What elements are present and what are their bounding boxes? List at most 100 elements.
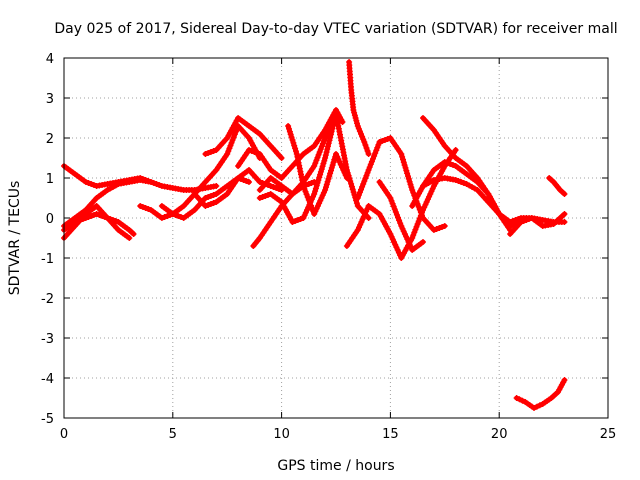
- y-tick-label: -1: [41, 252, 54, 267]
- data-point: [130, 231, 137, 237]
- data-point: [302, 209, 309, 216]
- data-point: [391, 206, 398, 213]
- data-point: [423, 199, 430, 205]
- data-point: [325, 140, 332, 147]
- y-tick-label: -5: [41, 412, 54, 427]
- data-point: [361, 139, 368, 145]
- data-point: [359, 183, 366, 190]
- data-point: [293, 148, 299, 155]
- series-pass-d: [61, 211, 137, 237]
- data-point: [207, 201, 214, 207]
- data-point: [85, 214, 92, 220]
- data-point: [312, 188, 319, 195]
- data-point: [104, 215, 111, 221]
- data-point: [317, 197, 324, 204]
- data-point: [313, 182, 320, 189]
- data-point: [441, 159, 448, 165]
- data-point: [340, 167, 347, 173]
- data-point: [142, 205, 149, 211]
- data-point: [301, 185, 308, 192]
- data-point: [308, 202, 314, 209]
- data-point: [318, 143, 325, 150]
- data-point: [414, 221, 421, 227]
- data-point: [231, 131, 238, 138]
- data-point: [324, 178, 331, 185]
- data-point: [319, 140, 326, 147]
- data-point: [430, 227, 437, 233]
- x-tick-label: 5: [169, 427, 177, 442]
- data-point: [289, 219, 296, 225]
- data-point: [398, 223, 405, 229]
- data-point: [161, 214, 168, 220]
- data-point: [80, 216, 86, 222]
- data-point: [518, 219, 524, 225]
- data-point: [82, 215, 89, 221]
- data-point: [286, 125, 292, 132]
- data-point: [323, 181, 330, 188]
- data-point: [350, 189, 357, 196]
- data-point: [213, 183, 220, 189]
- data-point: [317, 168, 324, 175]
- data-point: [303, 191, 310, 198]
- data-point: [356, 128, 363, 135]
- data-point: [371, 153, 378, 159]
- data-point: [323, 184, 329, 191]
- data-point: [405, 239, 412, 245]
- data-point: [148, 179, 154, 185]
- data-point: [409, 187, 416, 193]
- y-tick-label: -3: [41, 332, 54, 347]
- series-pass-v: [546, 175, 568, 197]
- data-point: [259, 194, 266, 200]
- data-point: [325, 143, 331, 150]
- data-point: [389, 236, 396, 243]
- data-point: [256, 195, 263, 201]
- data-point: [455, 178, 462, 184]
- series-pass-e: [137, 123, 263, 221]
- data-point: [413, 223, 420, 230]
- data-point: [351, 112, 358, 119]
- data-point: [314, 179, 321, 186]
- data-point: [126, 235, 133, 241]
- data-point: [408, 184, 415, 191]
- data-point: [312, 185, 319, 192]
- data-point: [375, 141, 382, 148]
- data-point: [210, 192, 217, 198]
- data-point: [224, 151, 231, 157]
- data-point: [561, 211, 568, 217]
- data-point: [360, 136, 367, 143]
- data-point: [363, 172, 370, 179]
- data-point: [315, 151, 322, 158]
- data-point: [285, 123, 292, 129]
- data-point: [368, 158, 375, 165]
- data-point: [441, 223, 448, 229]
- data-point: [248, 148, 255, 154]
- y-tick-label: 2: [46, 132, 54, 147]
- data-point: [452, 177, 459, 183]
- data-point: [427, 191, 434, 197]
- data-point: [313, 157, 320, 164]
- data-point: [316, 174, 323, 181]
- data-point: [561, 219, 568, 225]
- data-point: [366, 164, 373, 171]
- data-point: [355, 192, 362, 199]
- data-point: [447, 161, 454, 167]
- data-point: [405, 173, 411, 180]
- data-point: [156, 182, 163, 188]
- data-point: [318, 195, 325, 201]
- data-point: [365, 151, 372, 157]
- data-point: [290, 139, 297, 146]
- data-point: [320, 189, 327, 196]
- data-point: [407, 181, 414, 188]
- data-point: [513, 395, 520, 401]
- data-point: [509, 222, 516, 228]
- data-point: [96, 212, 103, 218]
- data-point: [357, 221, 364, 228]
- data-point: [292, 145, 299, 152]
- data-point: [202, 195, 209, 201]
- grid-layer: [64, 58, 608, 418]
- data-point: [439, 224, 446, 230]
- y-axis-title: SDTVAR / TECUs: [7, 181, 23, 296]
- data-point: [342, 172, 349, 179]
- data-point: [364, 169, 371, 176]
- data-point: [452, 147, 459, 153]
